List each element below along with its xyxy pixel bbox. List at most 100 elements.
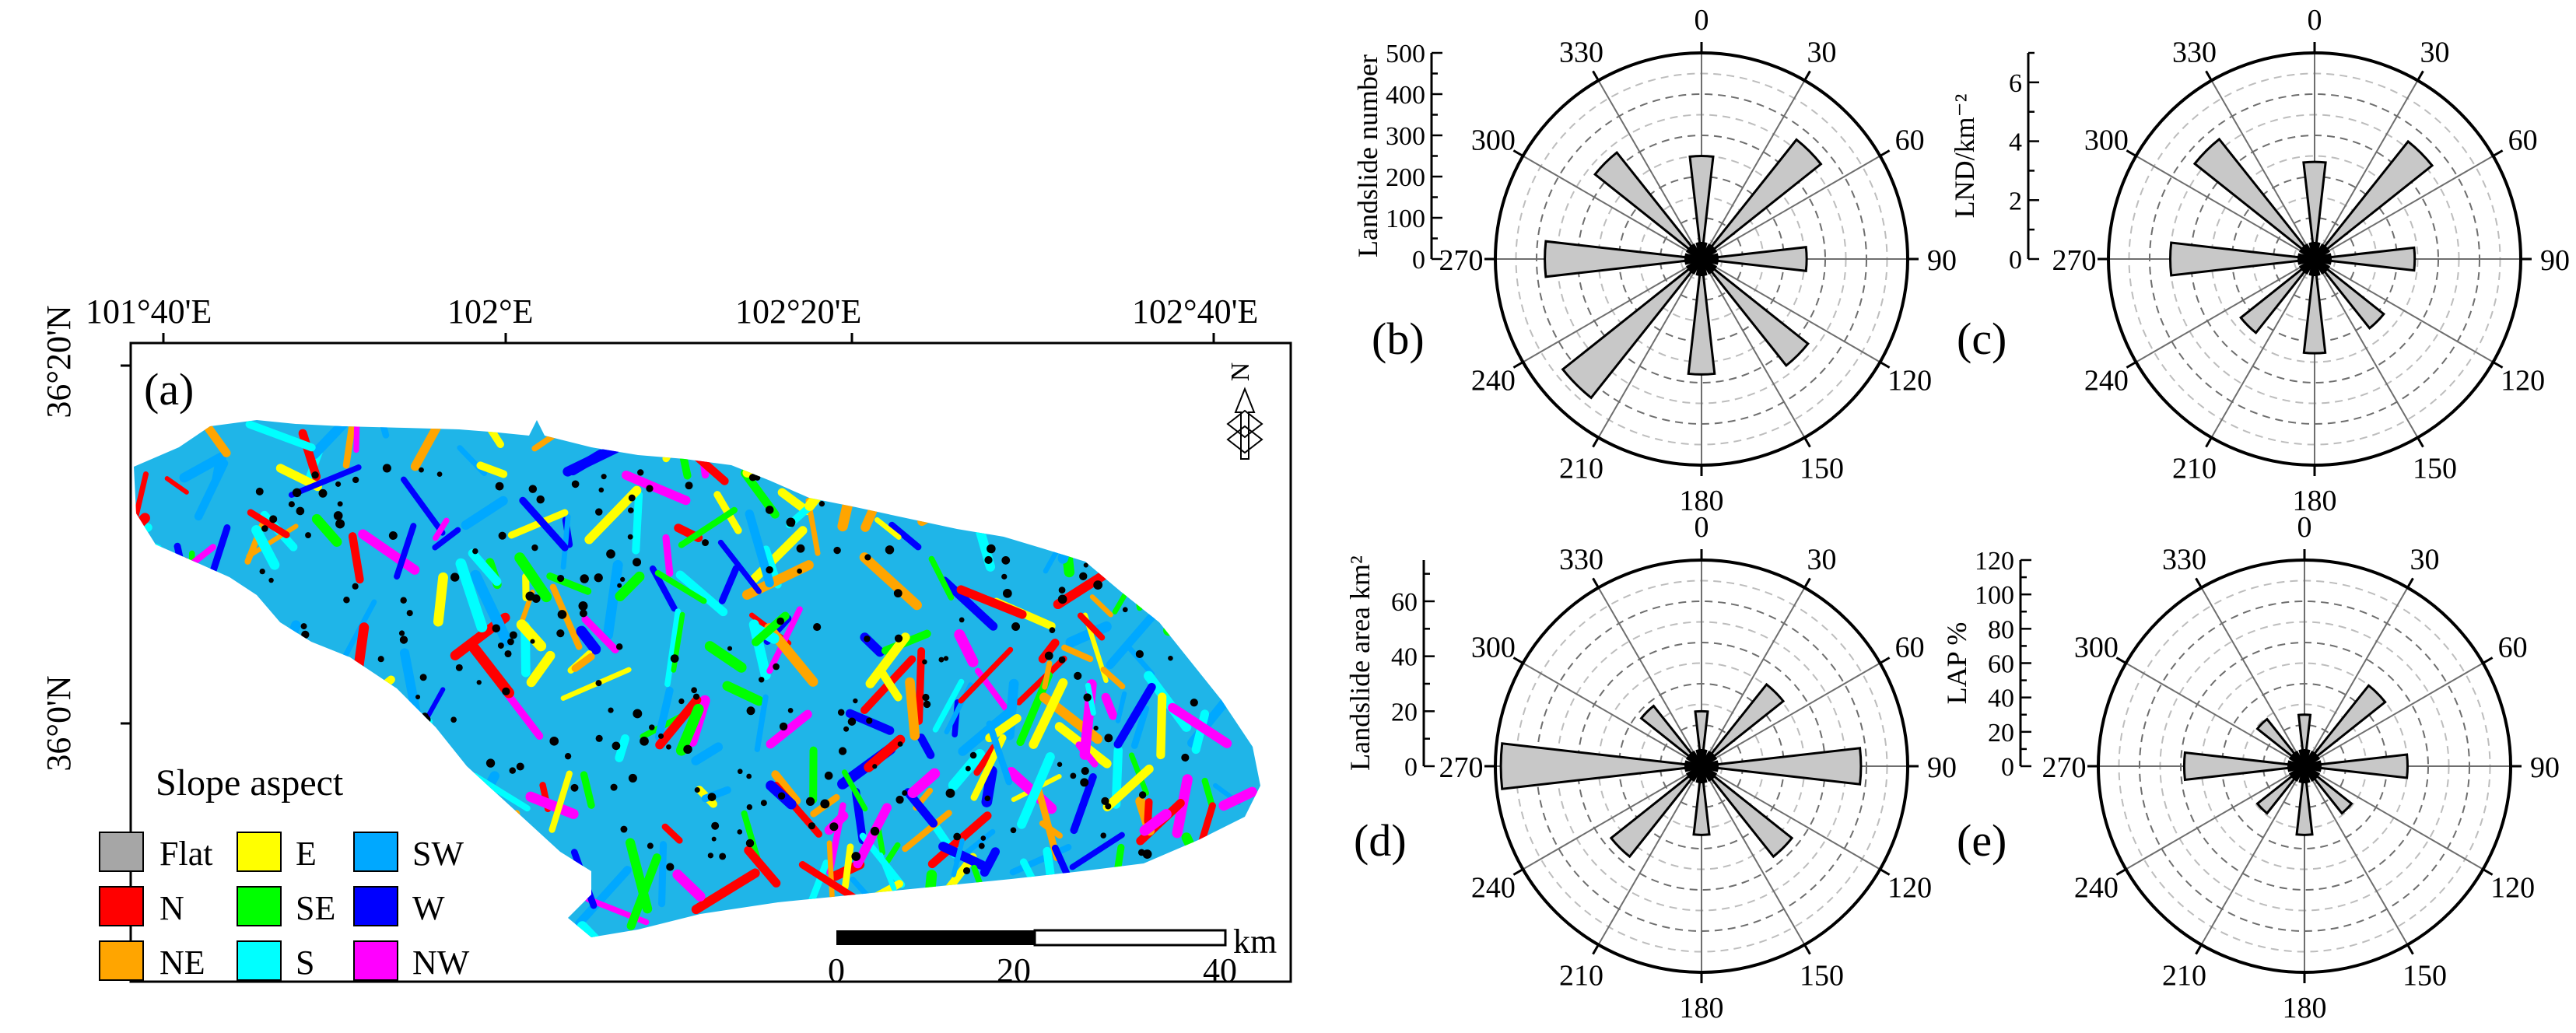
texture-stroke: [354, 794, 384, 830]
polar-spoke: [1701, 258, 1880, 363]
landslide-dot: [829, 822, 839, 832]
angle-tick-label: 0: [1695, 511, 1709, 544]
landslide-dot: [564, 752, 572, 760]
landslide-dot: [683, 744, 692, 755]
landslide-dot: [987, 474, 992, 480]
landslide-dot: [765, 506, 774, 514]
landslide-dot: [902, 790, 908, 796]
polar-bar: [1700, 257, 1810, 367]
angle-tick: [2406, 944, 2414, 955]
landslide-dot: [1102, 534, 1109, 541]
texture-stroke: [461, 495, 508, 531]
legend-item: SE: [237, 886, 335, 927]
landslide-dot: [923, 700, 931, 709]
angle-tick-label: 120: [1887, 872, 1932, 905]
texture-stroke: [1070, 772, 1097, 835]
texture-stroke: [878, 852, 897, 891]
texture-stroke: [675, 703, 704, 756]
legend-label: SE: [296, 889, 335, 927]
landslide-dot: [231, 730, 237, 736]
polar-center-dot: [2308, 252, 2322, 266]
texture-stroke: [1089, 594, 1113, 618]
angle-tick-label: 150: [2413, 453, 2457, 485]
texture-stroke: [744, 846, 781, 888]
texture-stroke: [958, 706, 1016, 756]
map-legend: Slope aspect Flat N NE E SE: [99, 762, 470, 982]
landslide-dot: [922, 693, 930, 702]
angle-tick: [1803, 70, 1811, 82]
landslide-dot: [980, 835, 987, 841]
texture-stroke: [1117, 478, 1153, 541]
landslide-dot: [746, 706, 755, 716]
landslide-dot: [446, 772, 452, 779]
texture-stroke: [884, 842, 901, 865]
polar-bar: [2295, 765, 2314, 836]
lon-label: 102°20'E: [735, 292, 861, 331]
texture-stroke: [311, 513, 342, 547]
polar-spoke: [2314, 155, 2494, 260]
angle-tick: [1803, 436, 1811, 448]
landslide-dot: [475, 804, 485, 813]
landslide-dot: [371, 719, 377, 725]
polar-bar: [1593, 151, 1703, 261]
angle-tick: [2205, 70, 2213, 82]
texture-stroke: [286, 711, 312, 740]
landslide-dot: [938, 657, 945, 663]
texture-stroke: [1162, 429, 1185, 494]
landslide-dot: [633, 558, 642, 567]
texture-stroke: [657, 420, 687, 423]
texture-stroke: [655, 919, 711, 937]
polar-spoke: [2304, 765, 2409, 945]
landslide-dot: [255, 487, 264, 495]
angle-tick: [2205, 436, 2213, 448]
landslide-dot: [310, 662, 318, 670]
landslide-dot: [943, 656, 949, 661]
texture-stroke: [259, 704, 306, 731]
texture-stroke: [675, 570, 728, 617]
texture-stroke: [924, 870, 938, 905]
landslide-dot: [851, 852, 861, 861]
landslide-dot: [1168, 655, 1173, 661]
texture-stroke: [662, 428, 684, 463]
landslide-dot: [984, 795, 991, 802]
texture-stroke: [549, 583, 583, 650]
landslide-dot: [1083, 693, 1092, 702]
landslide-dot: [335, 481, 342, 487]
angle-tick-label: 150: [1800, 453, 1844, 485]
radial-tick-label: 4: [2009, 128, 2022, 157]
polar-chart-e: 0 30 60 90 120 150 180 210 240 270 300 330 0 20 40 60 80…: [1941, 511, 2560, 1024]
texture-stroke: [247, 509, 290, 538]
texture-stroke: [303, 716, 356, 762]
angle-tick: [2417, 70, 2424, 82]
panel-label: (b): [1372, 313, 1425, 364]
texture-stroke: [1223, 509, 1260, 541]
legend-swatch-e: [237, 832, 282, 872]
landslide-dot: [509, 631, 517, 639]
texture-stroke: [548, 770, 573, 833]
polar-spoke: [1701, 765, 1806, 945]
landslide-dot: [612, 741, 621, 751]
texture-stroke: [1039, 820, 1064, 839]
landslide-dot: [1167, 478, 1174, 485]
landslide-dot: [382, 464, 391, 473]
landslide-dot: [1001, 573, 1008, 580]
panel-label: (c): [1957, 313, 2006, 364]
landslide-dot: [711, 821, 720, 830]
angle-tick-label: 270: [2042, 751, 2087, 784]
texture-stroke: [877, 667, 902, 702]
angle-tick: [1803, 944, 1811, 955]
texture-stroke: [907, 768, 941, 799]
texture-stroke: [1029, 678, 1068, 749]
texture-stroke: [1101, 464, 1138, 489]
texture-stroke: [159, 700, 233, 735]
radial-axis-title: LND/km⁻²: [1949, 94, 1980, 219]
legend-item: Flat: [99, 832, 212, 873]
texture-stroke: [771, 770, 801, 805]
polar-bar: [1544, 240, 1702, 278]
texture-stroke: [902, 905, 924, 924]
texture-stroke: [835, 901, 864, 924]
polar-spoke: [2314, 258, 2494, 363]
scale-label: 40: [1203, 951, 1237, 989]
polar-bar: [1688, 155, 1715, 260]
texture-stroke: [166, 635, 223, 661]
